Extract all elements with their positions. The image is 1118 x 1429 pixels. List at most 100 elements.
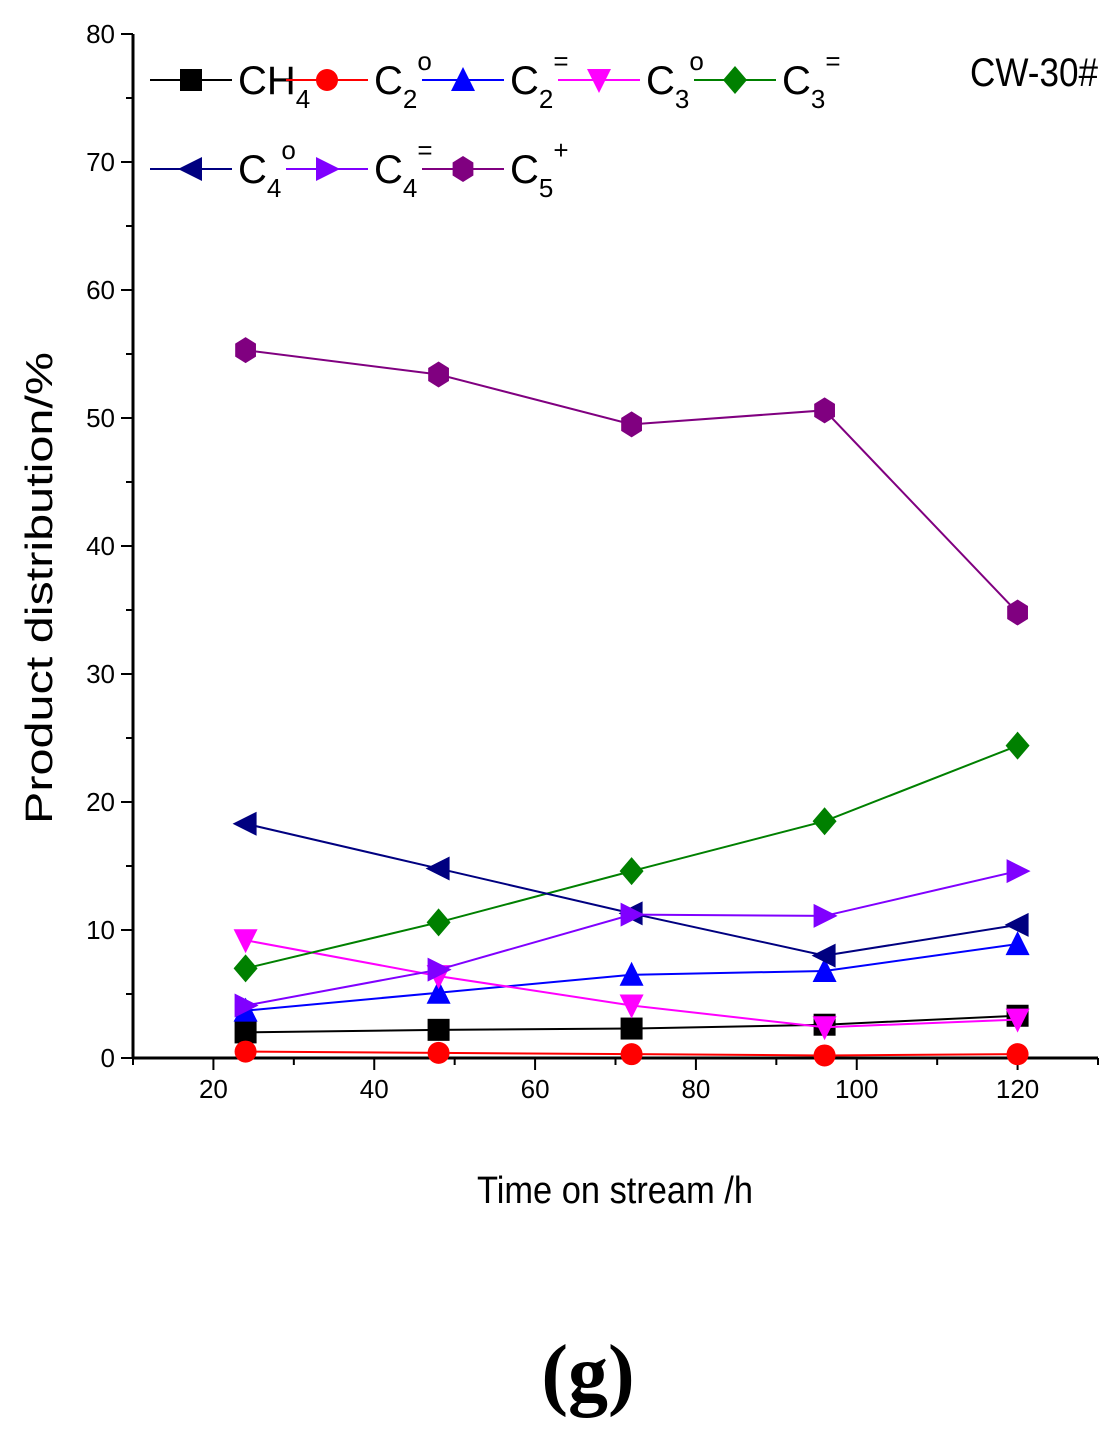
data-point <box>619 961 644 986</box>
legend-marker <box>587 69 611 93</box>
series-5 <box>232 811 1029 968</box>
legend-label-sup: = <box>553 46 568 76</box>
series-line <box>245 822 1018 957</box>
series-layer <box>232 337 1031 1067</box>
y-tick-label: 40 <box>86 531 115 561</box>
series-6 <box>234 859 1031 1018</box>
legend-label: CH4 <box>238 59 310 114</box>
data-point <box>234 1021 257 1044</box>
legend-label-base: C <box>510 59 539 103</box>
legend-label-base: C <box>374 59 403 103</box>
y-tick-label: 60 <box>86 275 115 305</box>
data-point <box>1007 599 1028 626</box>
legend-label-base: C <box>510 148 539 192</box>
legend-item: CH4 <box>150 59 310 114</box>
series-1 <box>234 1040 1029 1067</box>
y-tick-label: 20 <box>86 787 115 817</box>
legend-label-base: C <box>374 148 403 192</box>
x-tick-label: 20 <box>199 1074 228 1104</box>
legend-marker <box>723 66 747 94</box>
data-point <box>814 397 835 424</box>
series-line <box>245 744 1018 970</box>
data-point <box>620 902 645 927</box>
legend-marker <box>316 157 340 181</box>
x-tick-label: 60 <box>521 1074 550 1104</box>
series-7 <box>235 337 1028 626</box>
legend-label: C5+ <box>510 135 569 203</box>
legend-marker <box>316 69 338 91</box>
legend-item: C4= <box>286 135 433 203</box>
data-point <box>619 857 644 886</box>
legend-marker <box>451 67 475 91</box>
data-point <box>1005 931 1030 956</box>
legend-label-sub: 4 <box>296 84 310 114</box>
legend-label-sup: = <box>825 46 840 76</box>
legend-label-base: C <box>782 59 811 103</box>
data-point <box>425 856 450 881</box>
x-tick-label: 80 <box>681 1074 710 1104</box>
legend-label-sub: 5 <box>539 173 553 203</box>
x-ticks: 20 40 60 80 100 120 <box>132 1058 1099 1104</box>
legend-label-sub: 3 <box>675 84 689 114</box>
legend-label-base: C <box>646 59 675 103</box>
data-point <box>426 979 451 1004</box>
data-point <box>427 1018 450 1041</box>
legend: CH4 C2o C2= C3o C3=C4o C4= C5+ <box>150 46 841 203</box>
legend-item: C5+ <box>422 135 569 203</box>
legend-label-sup: o <box>417 46 431 76</box>
legend-label: C2o <box>374 46 432 114</box>
data-point <box>1004 912 1029 937</box>
data-point <box>621 411 642 438</box>
y-tick-label: 0 <box>101 1043 115 1073</box>
legend-label-sub: 2 <box>539 84 553 114</box>
legend-label-sub: 2 <box>403 84 417 114</box>
legend-label-sup: = <box>417 135 432 165</box>
y-tick-label: 70 <box>86 147 115 177</box>
x-axis-title: Time on stream /h <box>477 1170 753 1212</box>
y-tick-label: 10 <box>86 915 115 945</box>
data-point <box>811 943 836 968</box>
data-point <box>813 1044 836 1067</box>
x-tick-label: 100 <box>835 1074 878 1104</box>
data-point <box>813 903 838 928</box>
data-point <box>427 957 452 982</box>
data-point <box>233 954 258 983</box>
y-ticks: 0 10 20 30 40 50 60 70 80 <box>86 19 133 1073</box>
legend-item: C3= <box>694 46 841 114</box>
data-point <box>1005 1008 1030 1033</box>
annotation-text: CW-30# <box>970 51 1099 95</box>
legend-item: C2= <box>422 46 569 114</box>
legend-label: C2= <box>510 46 569 114</box>
data-point <box>234 993 259 1018</box>
legend-label-sub: 3 <box>811 84 825 114</box>
data-point <box>233 929 258 954</box>
y-tick-label: 50 <box>86 403 115 433</box>
legend-marker <box>452 156 474 182</box>
data-point <box>235 337 256 364</box>
y-tick-label: 80 <box>86 19 115 49</box>
data-point <box>1006 1043 1029 1066</box>
legend-label-sub: 4 <box>403 173 417 203</box>
panel-label: (g) <box>541 1330 634 1418</box>
data-point <box>620 1017 643 1040</box>
legend-marker <box>180 69 202 91</box>
data-point <box>426 908 451 937</box>
data-point <box>620 1043 643 1066</box>
legend-label: C4= <box>374 135 433 203</box>
data-point <box>812 1016 837 1041</box>
legend-label: C4o <box>238 135 296 203</box>
y-tick-label: 30 <box>86 659 115 689</box>
data-point <box>812 807 837 836</box>
data-point <box>428 361 449 388</box>
legend-item: C2o <box>286 46 432 114</box>
data-point <box>812 957 837 982</box>
legend-marker <box>178 157 202 181</box>
data-point <box>427 1041 450 1064</box>
y-axis-title: Product distribution/% <box>19 352 61 824</box>
legend-label-sup: o <box>689 46 703 76</box>
data-point <box>1005 731 1030 760</box>
series-2 <box>233 931 1030 1022</box>
series-3 <box>233 929 1030 1041</box>
series-4 <box>233 731 1030 983</box>
x-tick-label: 120 <box>996 1074 1039 1104</box>
